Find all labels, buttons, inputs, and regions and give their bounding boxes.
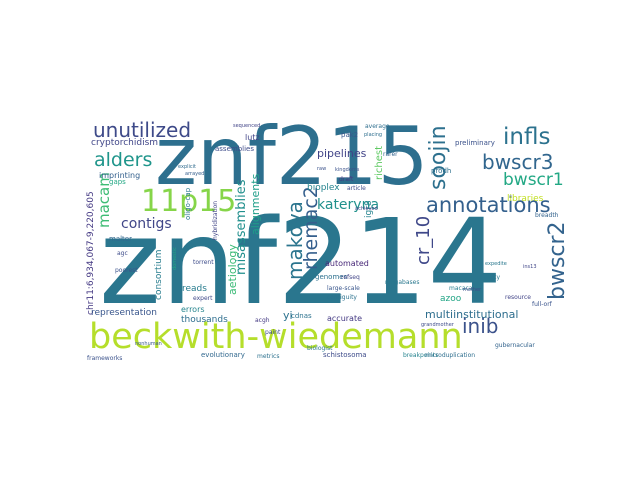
word: gaps: [109, 178, 126, 186]
word: aetiology: [226, 244, 239, 295]
word: malter: [109, 235, 132, 243]
word: cryptorchidism: [91, 138, 159, 148]
word: explicit: [178, 164, 196, 170]
word: libraries: [507, 194, 544, 204]
word: macaca: [449, 285, 473, 292]
word: placing: [364, 132, 383, 138]
word: schistosoma: [323, 351, 367, 359]
word: bioplex: [307, 183, 340, 193]
word: resource: [505, 294, 531, 301]
word: full-orf: [532, 301, 552, 308]
word: automated: [325, 259, 369, 268]
word-cloud: znf215 znf214 beckwith-wiedemann 11p15 u…: [85, 120, 575, 365]
word: znf215: [155, 120, 429, 203]
word: alignments: [249, 173, 262, 235]
word: achieved: [355, 206, 378, 212]
word: pipelines: [317, 147, 367, 160]
word: evolutionary: [201, 351, 245, 359]
word: bwscr1: [503, 170, 564, 190]
word: annotations: [426, 193, 551, 217]
word: alders: [94, 149, 153, 171]
word: sequenced: [233, 123, 261, 129]
word: beckwith-wiedemann: [89, 317, 463, 357]
word: pak2: [341, 131, 359, 139]
word: ins13: [523, 264, 537, 270]
word: nonhuman: [135, 341, 162, 347]
word: torrent: [193, 259, 214, 266]
word: average: [365, 123, 390, 130]
word: paint: [265, 329, 281, 336]
word: chr11:6,934,067-9,220,605: [86, 191, 96, 315]
word: inib: [462, 314, 499, 338]
word: breadth: [535, 212, 559, 219]
word: frameworks: [87, 355, 123, 362]
word: expert: [193, 295, 213, 302]
word: bwscr3: [482, 150, 554, 174]
word: megabases: [385, 279, 420, 286]
word: multiinstitutional: [425, 308, 519, 321]
word: cdnas: [291, 312, 312, 320]
word: raw: [317, 166, 327, 172]
word: article: [347, 185, 366, 192]
word: large-scale: [327, 285, 360, 292]
word: breakpoints: [403, 352, 439, 359]
word: expedite: [485, 261, 507, 267]
word: znf214: [99, 193, 503, 331]
word: cr_10: [413, 215, 434, 265]
word: hybridization: [212, 200, 219, 240]
word: contigs: [121, 216, 172, 232]
word: domestic: [172, 247, 178, 270]
word: 11p15: [141, 184, 237, 219]
word: azoo: [440, 294, 462, 304]
word: accurate: [327, 314, 363, 323]
word: prodh: [431, 167, 452, 175]
word: soojin: [426, 125, 451, 190]
word: arrayed: [185, 171, 205, 177]
word: draft: [339, 176, 354, 183]
word: yi: [283, 309, 293, 322]
word: oligo-cap: [184, 187, 192, 220]
word: biologist: [307, 345, 333, 352]
word: accuracy: [473, 274, 501, 281]
word: consortium: [154, 249, 164, 300]
word: infls: [503, 124, 551, 150]
word: metrics: [257, 353, 280, 360]
word: lutz: [245, 133, 260, 142]
word: reads: [182, 284, 207, 294]
word: contiguity: [327, 294, 357, 301]
word: genomes: [315, 273, 348, 281]
word: representation: [91, 308, 158, 318]
word: poorest: [115, 267, 138, 274]
word: rhemac2: [300, 186, 322, 270]
word: unutilized: [93, 120, 192, 142]
word: bwscr2: [545, 221, 570, 300]
word: gubernacular: [495, 342, 535, 349]
word: agc: [117, 250, 128, 257]
word: kateryna: [317, 197, 380, 213]
word: kingdoms: [335, 167, 360, 173]
word: acgh: [255, 317, 270, 324]
word: refseq: [341, 274, 360, 281]
word: imprinting: [99, 171, 141, 180]
word: rarer: [383, 151, 398, 158]
word: errors: [181, 305, 205, 314]
word: grandmother: [421, 322, 454, 328]
word: mother: [463, 287, 482, 293]
word: thousands: [181, 315, 228, 325]
word: microduplication: [425, 352, 476, 359]
word: assemblies: [215, 145, 254, 153]
word: preliminary: [455, 139, 495, 147]
